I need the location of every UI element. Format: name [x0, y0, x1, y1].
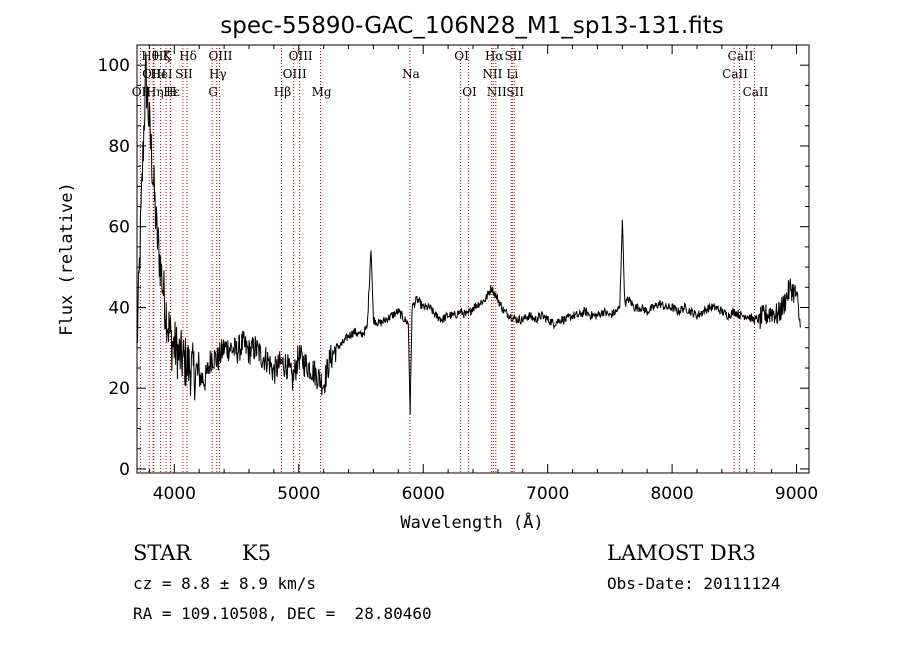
x-tick-label-1: 5000	[277, 484, 320, 504]
y-axis-ticks: 0 20 40 60 80 100	[98, 56, 809, 480]
line-label-9: SII	[175, 67, 193, 81]
y-tick-label-0: 0	[119, 460, 130, 480]
object-subclass: K5	[242, 541, 271, 565]
spectral-line-markers	[139, 45, 755, 473]
y-tick-label-1: 20	[108, 379, 130, 399]
line-label-5: K	[163, 49, 173, 63]
x-tick-label-2: 6000	[402, 484, 445, 504]
redshift-cz: cz = 8.8 ± 8.9 km/s	[133, 574, 316, 593]
line-label-10: Hδ	[179, 49, 197, 63]
line-label-3: Hη	[146, 85, 164, 99]
line-label-18: Na	[402, 67, 420, 81]
line-label-25: NII	[487, 85, 507, 99]
line-label-24: Li	[506, 67, 518, 81]
line-label-29: CaII	[743, 85, 769, 99]
line-label-7: H	[166, 85, 176, 99]
line-label-23: NII	[482, 67, 502, 81]
observation-date: Obs-Date: 20111124	[607, 574, 780, 593]
x-tick-label-4: 8000	[650, 484, 693, 504]
line-label-6: HeI	[150, 67, 173, 81]
plot-frame	[136, 44, 810, 474]
y-tick-label-5: 100	[98, 56, 130, 76]
line-label-27: CaII	[728, 49, 754, 63]
line-label-13: G	[208, 85, 218, 99]
chart-title: spec-55890-GAC_106N28_M1_sp13-131.fits	[220, 13, 723, 39]
x-tick-label-3: 7000	[526, 484, 569, 504]
line-label-16: OIII	[283, 67, 307, 81]
line-label-21: Hα	[485, 49, 504, 63]
line-label-11: OIII	[208, 49, 232, 63]
x-axis-label: Wavelength (Å)	[400, 511, 543, 533]
x-axis-ticks: 4000 5000 6000 7000 8000 9000	[148, 45, 818, 504]
line-label-8: Hε	[163, 85, 180, 99]
y-tick-label-2: 40	[108, 298, 130, 318]
spectrum-series-line	[136, 52, 801, 415]
y-tick-label-3: 60	[108, 218, 130, 238]
line-label-15: OIII	[289, 49, 313, 63]
line-label-4: Hζ	[153, 49, 170, 63]
line-label-12: Hγ	[209, 67, 227, 81]
line-label-22: SII	[504, 49, 522, 63]
line-label-20: OI	[462, 85, 477, 99]
line-label-26: SII	[506, 85, 524, 99]
y-tick-label-4: 80	[108, 137, 130, 157]
line-label-14: Hβ	[274, 85, 291, 99]
line-label-19: OI	[454, 49, 469, 63]
line-label-17: Mg	[312, 85, 332, 99]
survey-name: LAMOST DR3	[607, 541, 756, 565]
coordinates: RA = 109.10508, DEC = 28.80460	[133, 604, 432, 623]
y-axis-label: Flux (relative)	[57, 182, 77, 336]
object-class: STAR	[133, 541, 192, 565]
line-label-2: OIII	[142, 67, 166, 81]
line-label-28: CaII	[722, 67, 748, 81]
x-tick-label-0: 4000	[153, 484, 196, 504]
x-tick-label-5: 9000	[775, 484, 818, 504]
